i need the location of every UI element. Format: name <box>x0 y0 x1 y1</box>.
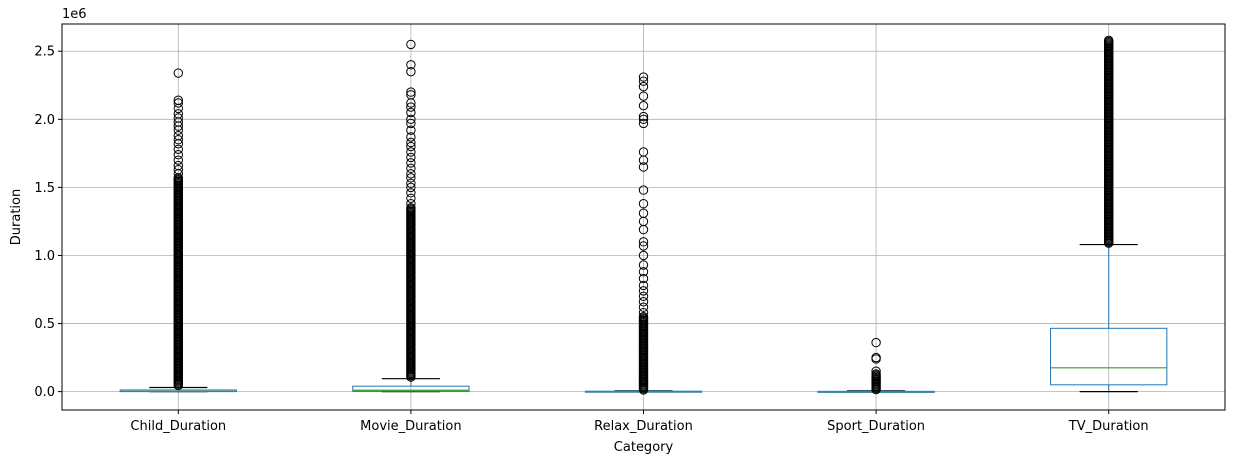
flier-point <box>638 273 649 284</box>
flier-point <box>173 150 184 160</box>
flier-point <box>638 208 649 218</box>
flier-point <box>406 118 416 129</box>
flier-point <box>638 385 649 395</box>
flier-point <box>406 102 416 112</box>
flier-point <box>406 66 416 77</box>
flier-point <box>638 250 649 261</box>
y-tick-label: 0.5 <box>34 317 55 332</box>
flier-point <box>173 130 184 141</box>
flier-point <box>173 380 184 391</box>
flier-point <box>638 267 649 277</box>
y-tick-label: 2.0 <box>34 113 55 128</box>
flier-point <box>406 141 416 152</box>
x-tick-label: Relax_Duration <box>594 419 693 434</box>
flier-point <box>406 87 416 97</box>
x-tick-label: Sport_Duration <box>827 419 925 434</box>
flier-point <box>638 185 649 195</box>
flier-point <box>638 147 649 157</box>
flier-point <box>406 169 416 179</box>
flier-point <box>1104 238 1114 248</box>
flier-point <box>871 366 881 376</box>
box-group-TV_Duration <box>1050 35 1168 393</box>
flier-point <box>638 118 649 129</box>
y-tick-label: 0.0 <box>34 385 55 400</box>
flier-point <box>638 260 649 270</box>
flier-point <box>638 297 649 307</box>
y-tick-label: 1.5 <box>34 181 55 196</box>
flier-point <box>173 144 184 154</box>
flier-point <box>638 241 649 251</box>
flier-point <box>173 160 184 171</box>
box-group-Child_Duration <box>119 68 237 393</box>
flier-point <box>406 114 416 125</box>
x-axis-label: Category <box>614 440 674 455</box>
flier-point <box>638 81 649 92</box>
flier-point <box>173 109 184 119</box>
y-scale-label: 1e6 <box>62 7 87 22</box>
box-group-Movie_Duration <box>352 39 470 393</box>
box-group-Sport_Duration <box>817 337 935 395</box>
flier-point <box>871 354 881 364</box>
flier-point <box>173 113 184 123</box>
y-tick-label: 2.5 <box>34 45 55 60</box>
flier-point <box>173 164 184 175</box>
flier-point <box>638 307 649 318</box>
flier-point <box>406 90 416 100</box>
x-tick-label: TV_Duration <box>1068 419 1149 434</box>
ticks-layer: 0.0 0.5 1.0 1.5 2.0 2.5 Child_Duration Movie_Du… <box>34 45 1148 434</box>
flier-point <box>638 91 649 101</box>
flier-point <box>406 372 416 382</box>
flier-point <box>638 76 649 86</box>
flier-point <box>406 147 416 157</box>
flier-point <box>173 68 184 78</box>
x-tick-label: Movie_Duration <box>360 419 461 434</box>
flier-point <box>638 162 649 172</box>
iqr-box <box>352 385 470 392</box>
flier-point <box>406 173 416 183</box>
flier-point <box>638 72 649 82</box>
flier-point <box>638 291 649 302</box>
flier-point <box>638 111 649 122</box>
flier-point <box>406 132 416 142</box>
flier-point <box>406 188 416 198</box>
flier-point <box>173 98 184 108</box>
x-tick-label: Child_Duration <box>130 419 226 434</box>
flier-point <box>173 95 184 105</box>
iqr-box <box>1050 327 1168 386</box>
flier-point <box>638 114 649 125</box>
flier-point <box>406 163 416 174</box>
flier-point <box>406 158 416 168</box>
flier-point <box>638 302 649 312</box>
flier-point <box>406 60 416 70</box>
flier-point <box>406 152 416 163</box>
y-tick-label: 1.0 <box>34 249 55 264</box>
flier-point <box>406 178 416 189</box>
flier-point <box>406 193 416 203</box>
boxes-layer <box>119 35 1168 395</box>
flier-point <box>406 125 416 135</box>
flier-point <box>406 137 416 148</box>
flier-point <box>406 199 416 209</box>
flier-point <box>638 100 649 111</box>
flier-point <box>871 384 881 395</box>
flier-point <box>406 39 416 50</box>
flier-point <box>406 107 416 118</box>
flier-point <box>638 286 649 296</box>
flier-point <box>173 135 184 145</box>
box-group-Relax_Duration <box>584 72 703 395</box>
flier-point <box>638 199 649 209</box>
flier-point <box>406 182 416 193</box>
y-axis-label: Duration <box>9 189 24 245</box>
flier-point <box>871 337 881 348</box>
flier-point <box>638 237 649 247</box>
flier-point <box>173 155 184 165</box>
flier-point <box>638 280 649 291</box>
